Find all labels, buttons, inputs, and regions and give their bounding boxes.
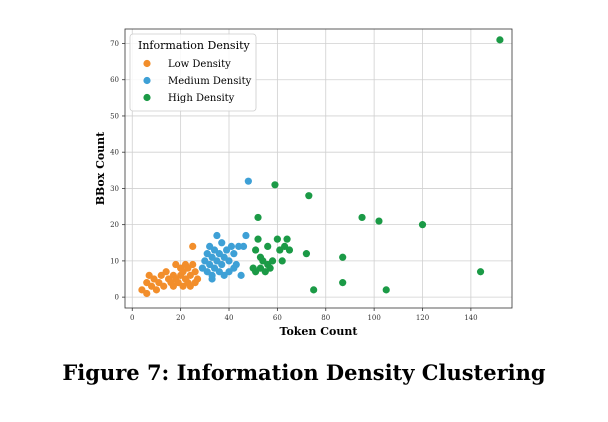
high-density-point [305, 192, 313, 200]
high-density-point [268, 257, 277, 265]
x-tick-label: 0 [130, 314, 134, 322]
legend-label-medium-density: Medium Density [168, 76, 252, 87]
legend-label-low-density: Low Density [168, 59, 231, 70]
y-tick-label: 70 [110, 40, 119, 48]
legend: Information Density Low Density Medium De… [129, 33, 257, 112]
x-tick-label: 140 [464, 314, 477, 322]
low-density-point [143, 289, 151, 298]
high-density-point [254, 235, 262, 243]
medium-density-point [230, 250, 238, 258]
data-points [138, 36, 504, 298]
medium-density-point [227, 242, 236, 251]
figure-caption: Figure 7: Information Density Clustering [62, 360, 546, 385]
x-axis-title: Token Count [280, 325, 359, 338]
y-tick-label: 0 [115, 294, 119, 302]
legend-marker-low-density [143, 59, 151, 68]
low-density-point [189, 260, 197, 269]
medium-density-point [213, 231, 221, 240]
x-tick-label: 60 [273, 314, 282, 322]
low-density-point [189, 242, 197, 251]
low-density-point [162, 268, 170, 276]
medium-density-point [225, 257, 233, 265]
high-density-point [339, 279, 347, 287]
axis-ticks: 0 20 40 60 80 100 120 140 0 10 20 30 40 50 60 70 [110, 40, 477, 322]
x-tick-label: 100 [367, 314, 380, 322]
x-tick-label: 80 [321, 314, 330, 322]
legend-marker-high-density [143, 93, 151, 102]
medium-density-point [232, 260, 240, 269]
high-density-point [358, 213, 366, 222]
x-tick-label: 40 [225, 314, 234, 322]
y-tick-label: 30 [110, 185, 119, 193]
x-tick-label: 20 [176, 314, 185, 322]
medium-density-point [208, 275, 216, 283]
low-density-point [160, 282, 168, 290]
high-density-point [285, 246, 294, 254]
low-density-point [193, 275, 202, 283]
high-density-point [382, 286, 390, 294]
high-density-point [476, 268, 485, 276]
legend-title: Information Density [138, 39, 251, 52]
medium-density-point [244, 177, 252, 185]
high-density-point [496, 36, 504, 44]
y-tick-label: 10 [110, 257, 119, 265]
high-density-point [310, 286, 318, 294]
y-axis-title: BBox Count [94, 131, 107, 205]
high-density-point [264, 242, 272, 251]
high-density-point [252, 246, 260, 254]
low-density-point [191, 268, 199, 276]
y-tick-label: 20 [110, 221, 119, 229]
high-density-point [254, 213, 262, 222]
scatter-chart: 0 20 40 60 80 100 120 140 0 10 20 30 40 50 60 70 Token … [94, 28, 513, 338]
medium-density-point [239, 242, 248, 251]
y-tick-label: 40 [110, 149, 119, 157]
high-density-point [283, 235, 291, 243]
medium-density-point [218, 260, 226, 269]
legend-box [129, 33, 257, 112]
high-density-point [271, 181, 279, 189]
high-density-point [302, 250, 311, 258]
x-tick-label: 120 [416, 314, 429, 322]
high-density-point [273, 235, 281, 243]
legend-label-high-density: High Density [168, 93, 235, 104]
y-tick-label: 50 [110, 112, 119, 120]
high-density-point [375, 217, 383, 225]
high-density-point [266, 264, 274, 272]
medium-density-point [242, 231, 250, 240]
low-density-point [152, 286, 161, 294]
medium-density-point [218, 239, 226, 247]
high-density-point [339, 253, 347, 261]
plot-frame [124, 28, 513, 309]
high-density-point [278, 257, 286, 265]
legend-marker-medium-density [143, 76, 151, 85]
medium-density-point [237, 271, 245, 279]
high-density-point [418, 221, 427, 229]
y-tick-label: 60 [110, 76, 119, 84]
